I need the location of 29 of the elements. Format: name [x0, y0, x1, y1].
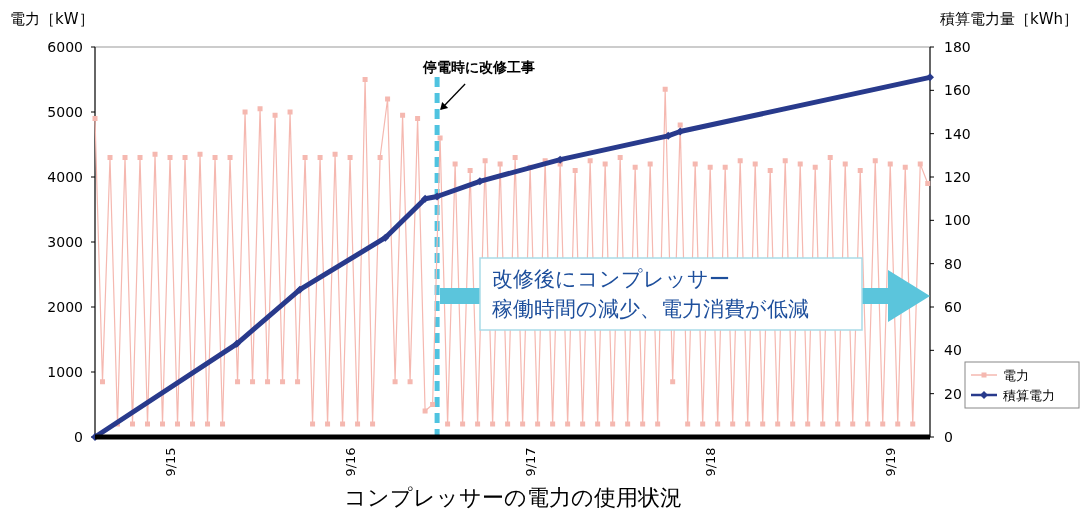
y2-tick-label: 160 — [944, 82, 971, 99]
y2-tick-label: 0 — [944, 429, 953, 445]
x-tick-label: 9/15 — [163, 447, 179, 477]
legend-label: 積算電力 — [1003, 388, 1055, 403]
y-tick-label: 3000 — [47, 234, 83, 250]
y-tick-label: 2000 — [47, 299, 83, 315]
text: コンプレッサーの電力の使用状況 — [343, 485, 682, 510]
y-tick-label: 6000 — [47, 39, 83, 55]
y2-axis-title: 積算電力量［kWh］ — [939, 10, 1078, 28]
y2-tick-label: 180 — [944, 39, 971, 55]
y2-tick-label: 140 — [944, 125, 971, 142]
x-tick-label: 9/17 — [523, 447, 539, 477]
y2-tick-label: 40 — [944, 342, 962, 359]
y2-tick-label: 120 — [944, 169, 971, 185]
y2-tick-label: 80 — [944, 255, 962, 272]
y-tick-label: 0 — [74, 429, 83, 445]
y2-tick-label: 60 — [944, 299, 962, 315]
x-tick-label: 9/16 — [343, 447, 359, 477]
annotation: 停電時に改修工事 — [422, 59, 536, 75]
legend-label: 電力 — [1003, 368, 1029, 383]
y-tick-label: 5000 — [47, 104, 83, 120]
y-axis-title: 電力［kW］ — [10, 10, 94, 28]
y-tick-label: 4000 — [47, 169, 83, 185]
x-tick-label: 9/18 — [703, 447, 719, 477]
y-tick-label: 1000 — [47, 364, 83, 380]
x-tick-label: 9/19 — [883, 447, 899, 477]
y2-tick-label: 100 — [944, 212, 971, 229]
y2-tick-label: 20 — [944, 385, 962, 402]
annotation: 改修後にコンプレッサー稼働時間の減少、電力消費が低減 — [492, 267, 809, 321]
